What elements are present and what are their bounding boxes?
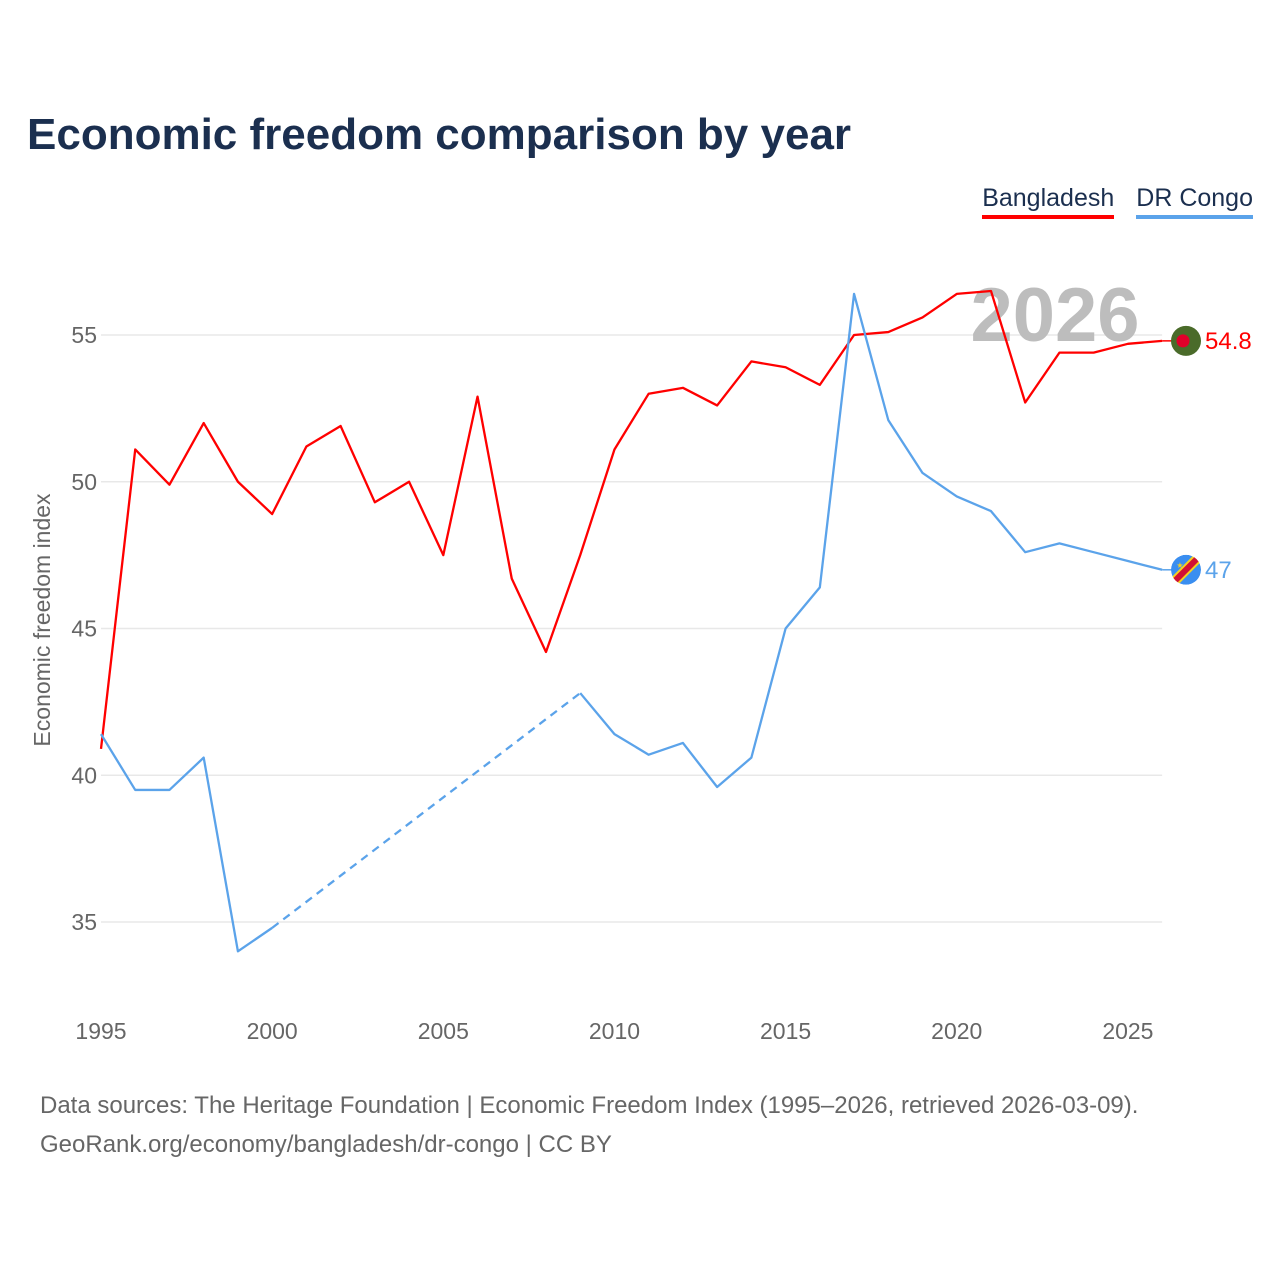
- legend-item-bangladesh[interactable]: Bangladesh: [982, 184, 1115, 219]
- x-tick-label: 2020: [931, 1018, 982, 1044]
- legend: Bangladesh DR Congo: [982, 184, 1253, 219]
- series-gap-dr-congo: [271, 692, 581, 929]
- footer: Data sources: The Heritage Foundation | …: [40, 1086, 1138, 1164]
- end-value-label-dr-congo: 47: [1205, 557, 1232, 584]
- legend-item-dr-congo[interactable]: DR Congo: [1136, 184, 1253, 219]
- data-source-text: Data sources: The Heritage Foundation | …: [40, 1092, 1139, 1119]
- svg-text:★: ★: [1176, 561, 1183, 570]
- year-watermark: 2026: [970, 273, 1139, 358]
- x-tick-label: 2005: [418, 1018, 469, 1044]
- y-tick-label: 55: [71, 322, 97, 348]
- x-tick-label: 2010: [589, 1018, 640, 1044]
- y-tick-label: 45: [71, 616, 97, 642]
- chart-title: Economic freedom comparison by year: [27, 110, 852, 159]
- y-axis-label: Economic freedom index: [29, 493, 55, 747]
- series-line-bangladesh: [99, 289, 1163, 749]
- y-tick-label: 40: [71, 762, 97, 788]
- y-tick-label: 35: [71, 909, 97, 935]
- end-value-label-bangladesh: 54.8: [1205, 328, 1252, 355]
- series-line-dr-congo: [100, 733, 273, 953]
- dr-congo-flag-icon: ★: [1171, 554, 1201, 585]
- source-url-text: GeoRank.org/economy/bangladesh/dr-congo …: [40, 1131, 612, 1158]
- x-tick-label: 2025: [1102, 1018, 1153, 1044]
- bangladesh-flag-icon: [1171, 325, 1201, 356]
- x-tick-label: 2000: [247, 1018, 298, 1044]
- y-tick-label: 50: [71, 469, 97, 495]
- x-tick-label: 1995: [75, 1018, 126, 1044]
- series-line-dr-congo: [579, 292, 1163, 789]
- x-tick-label: 2015: [760, 1018, 811, 1044]
